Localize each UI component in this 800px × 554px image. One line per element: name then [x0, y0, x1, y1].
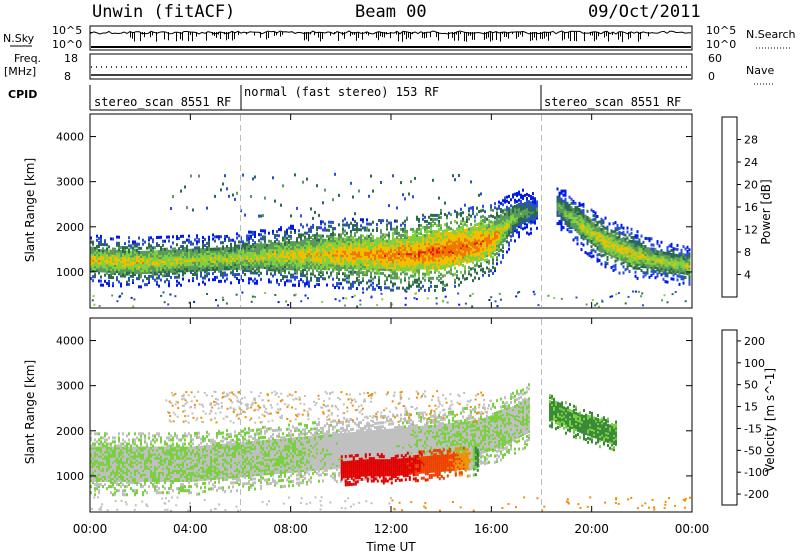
freq-right-tick-low: 0: [708, 70, 715, 83]
colorbar-tick-label: 28: [744, 134, 758, 147]
station-title: Unwin (fitACF): [92, 2, 235, 22]
power-heatmap: [90, 115, 691, 308]
colorbar-tick-label: 100: [744, 357, 765, 370]
nsearch-label: N.Search: [746, 28, 796, 41]
freq-left-tick-low: 8: [64, 70, 71, 83]
noise-left-tick-high: 10^5: [52, 24, 82, 37]
freq-panel: Freq. [MHz] 18 8 60 0 Nave: [4, 52, 774, 85]
y-tick-label: 4000: [56, 131, 84, 144]
noise-right-tick-high: 10^5: [706, 24, 736, 37]
colorbar-tick-label: -50: [744, 444, 762, 457]
colorbar-tick-label: 50: [744, 379, 758, 392]
colorbar-tick-label: -100: [744, 466, 769, 479]
power-colorbar-label: Power [dB]: [759, 179, 773, 244]
power-colorbar: 28 24 20 16 12 8 4: [721, 116, 758, 298]
colorbar-tick-label: 200: [744, 335, 765, 348]
colorbar-tick-label: -15: [744, 422, 762, 435]
cpid-segment-2: normal (fast stereo) 153 RF: [244, 85, 439, 99]
nsky-label: N.Sky: [3, 32, 35, 45]
noise-left-tick-low: 10^0: [52, 38, 82, 51]
velocity-ylabel: Slant Range [km]: [23, 360, 37, 464]
date-title: 09/Oct/2011: [588, 2, 701, 22]
colorbar-tick-label: 20: [744, 179, 758, 192]
freq-right-tick-high: 60: [708, 52, 722, 65]
cpid-segment-3: stereo_scan 8551 RF: [544, 95, 681, 109]
velocity-colorbar-label: Velocity [m s^-1]: [763, 368, 777, 472]
colorbar-tick-label: -200: [744, 488, 769, 501]
x-tick-label: 20:00: [574, 522, 609, 536]
velocity-colorbar: 200 100 50 15 -15 -50 -100 -200: [721, 329, 769, 506]
colorbar-tick-label: 12: [744, 224, 758, 237]
x-tick-label: 00:00: [675, 522, 710, 536]
nave-label: Nave: [746, 64, 774, 77]
freq-left-tick-high: 18: [64, 52, 78, 65]
y-tick-label: 2000: [56, 221, 84, 234]
noise-trace: [90, 30, 692, 48]
y-tick-label: 4000: [56, 335, 84, 348]
noise-right-tick-low: 10^0: [706, 38, 736, 51]
noise-panel: N.Sky 10^5 10^0 10^5 10^0 N.Search: [3, 24, 796, 51]
freq-label-line2: [MHz]: [4, 65, 36, 78]
x-tick-label: 16:00: [474, 522, 509, 536]
power-panel: 1000 2000 3000 4000 Slant Range [km] 28 24 20…: [23, 113, 773, 309]
cpid-label: CPID: [8, 88, 37, 101]
colorbar-tick-label: 8: [744, 246, 751, 259]
y-tick-label: 1000: [56, 470, 84, 483]
x-axis-label: Time UT: [365, 540, 416, 554]
velocity-y-axis: 1000 2000 3000 4000: [56, 335, 692, 483]
cpid-panel: CPID stereo_scan 8551 RF normal (fast st…: [8, 85, 692, 111]
colorbar-tick-label: 15: [744, 401, 758, 414]
velocity-panel: 1000 2000 3000 4000 Slant Range [km] 200 100…: [23, 317, 777, 513]
freq-label-line1: Freq.: [14, 52, 41, 65]
power-ylabel: Slant Range [km]: [23, 158, 37, 262]
y-tick-label: 1000: [56, 266, 84, 279]
x-tick-label: 04:00: [173, 522, 208, 536]
y-tick-label: 3000: [56, 176, 84, 189]
y-tick-label: 3000: [56, 380, 84, 393]
colorbar-tick-label: 4: [744, 269, 751, 282]
velocity-heatmap: [90, 319, 691, 512]
y-tick-label: 2000: [56, 425, 84, 438]
time-x-axis: 00:00 04:00 08:00 12:00 16:00 20:00 00:00: [73, 114, 710, 536]
power-y-axis: 1000 2000 3000 4000: [56, 131, 692, 279]
beam-title: Beam 00: [355, 2, 427, 22]
cpid-segment-1: stereo_scan 8551 RF: [94, 95, 231, 109]
colorbar-tick-label: 16: [744, 201, 758, 214]
x-tick-label: 00:00: [73, 522, 108, 536]
x-tick-label: 12:00: [374, 522, 409, 536]
x-tick-label: 08:00: [273, 522, 308, 536]
colorbar-tick-label: 24: [744, 156, 758, 169]
